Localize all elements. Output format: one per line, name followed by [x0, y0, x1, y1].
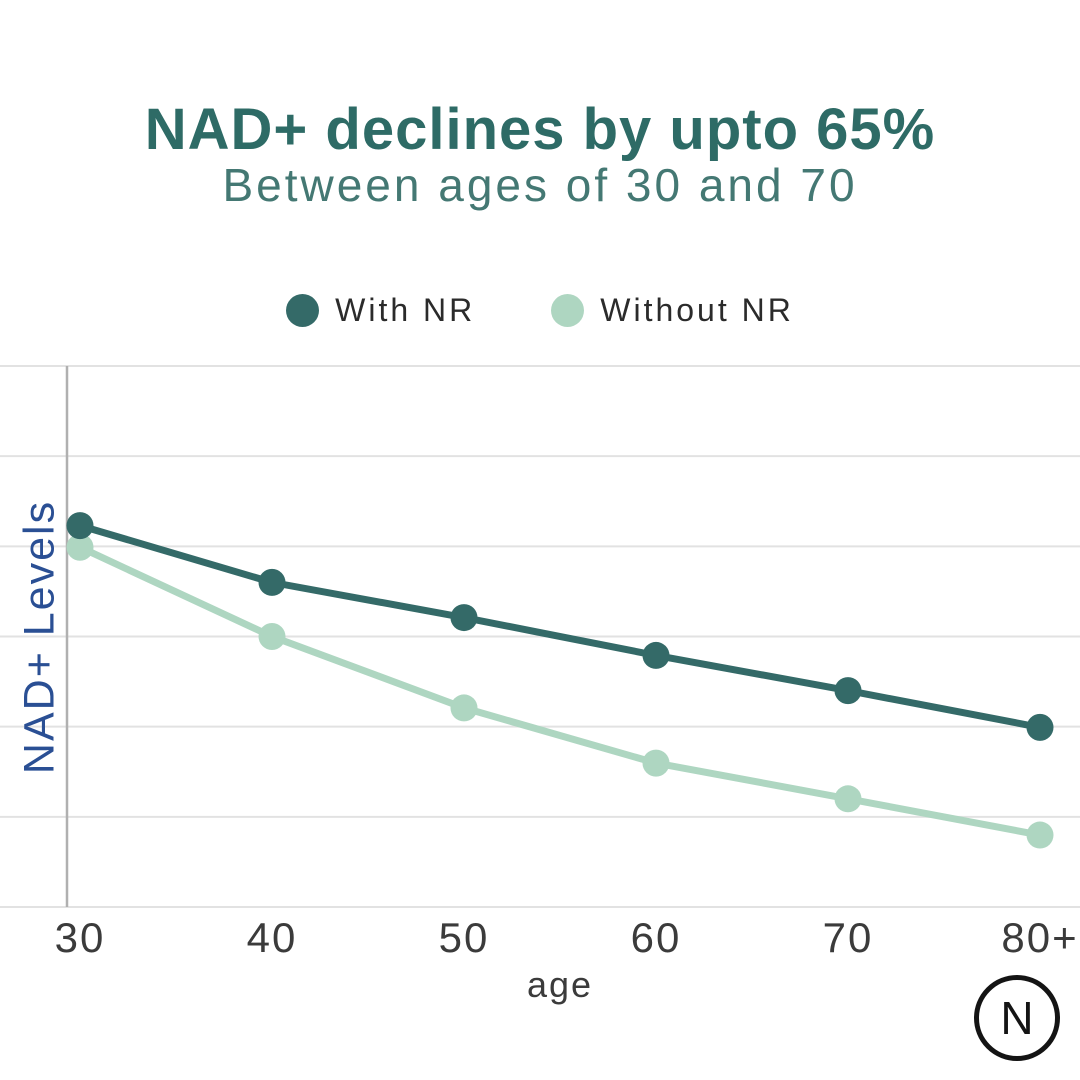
- legend-item-with-nr: With NR: [286, 292, 475, 329]
- x-tick-label: 60: [630, 914, 682, 961]
- y-axis-label: NAD+ Levels: [15, 499, 64, 775]
- x-tick-label: 70: [822, 914, 874, 961]
- data-point-without-nr: [1026, 821, 1054, 849]
- legend-item-without-nr: Without NR: [551, 292, 794, 329]
- data-point-with-nr: [258, 568, 286, 596]
- legend: With NR Without NR: [0, 288, 1080, 332]
- data-point-without-nr: [642, 749, 670, 777]
- legend-label-with-nr: With NR: [335, 291, 476, 328]
- x-tick-label: 30: [54, 914, 106, 961]
- data-point-with-nr: [1026, 713, 1054, 741]
- x-axis-label: age: [526, 964, 594, 1005]
- x-tick-label: 40: [246, 914, 298, 961]
- brand-logo-letter: N: [1000, 992, 1034, 1044]
- data-point-with-nr: [642, 641, 670, 669]
- data-point-without-nr: [258, 623, 286, 650]
- legend-label-without-nr: Without NR: [600, 291, 794, 328]
- data-point-with-nr: [450, 604, 478, 632]
- data-point-with-nr: [834, 677, 862, 705]
- data-point-with-nr: [66, 512, 94, 540]
- x-tick-label: 50: [438, 914, 490, 961]
- series-line-without-nr: [76, 543, 1044, 839]
- chart-subtitle: Between ages of 30 and 70: [222, 159, 858, 211]
- legend-dot-with-nr: [286, 293, 320, 327]
- legend-dot-without-nr: [551, 293, 585, 327]
- series-line-with-nr: [76, 522, 1044, 731]
- chart-title: NAD+ declines by upto 65%: [144, 97, 936, 162]
- brand-logo: N: [974, 975, 1060, 1061]
- data-point-without-nr: [66, 533, 94, 561]
- data-point-without-nr: [450, 694, 478, 722]
- data-point-without-nr: [834, 785, 862, 813]
- x-tick-label: 80+: [1001, 914, 1079, 961]
